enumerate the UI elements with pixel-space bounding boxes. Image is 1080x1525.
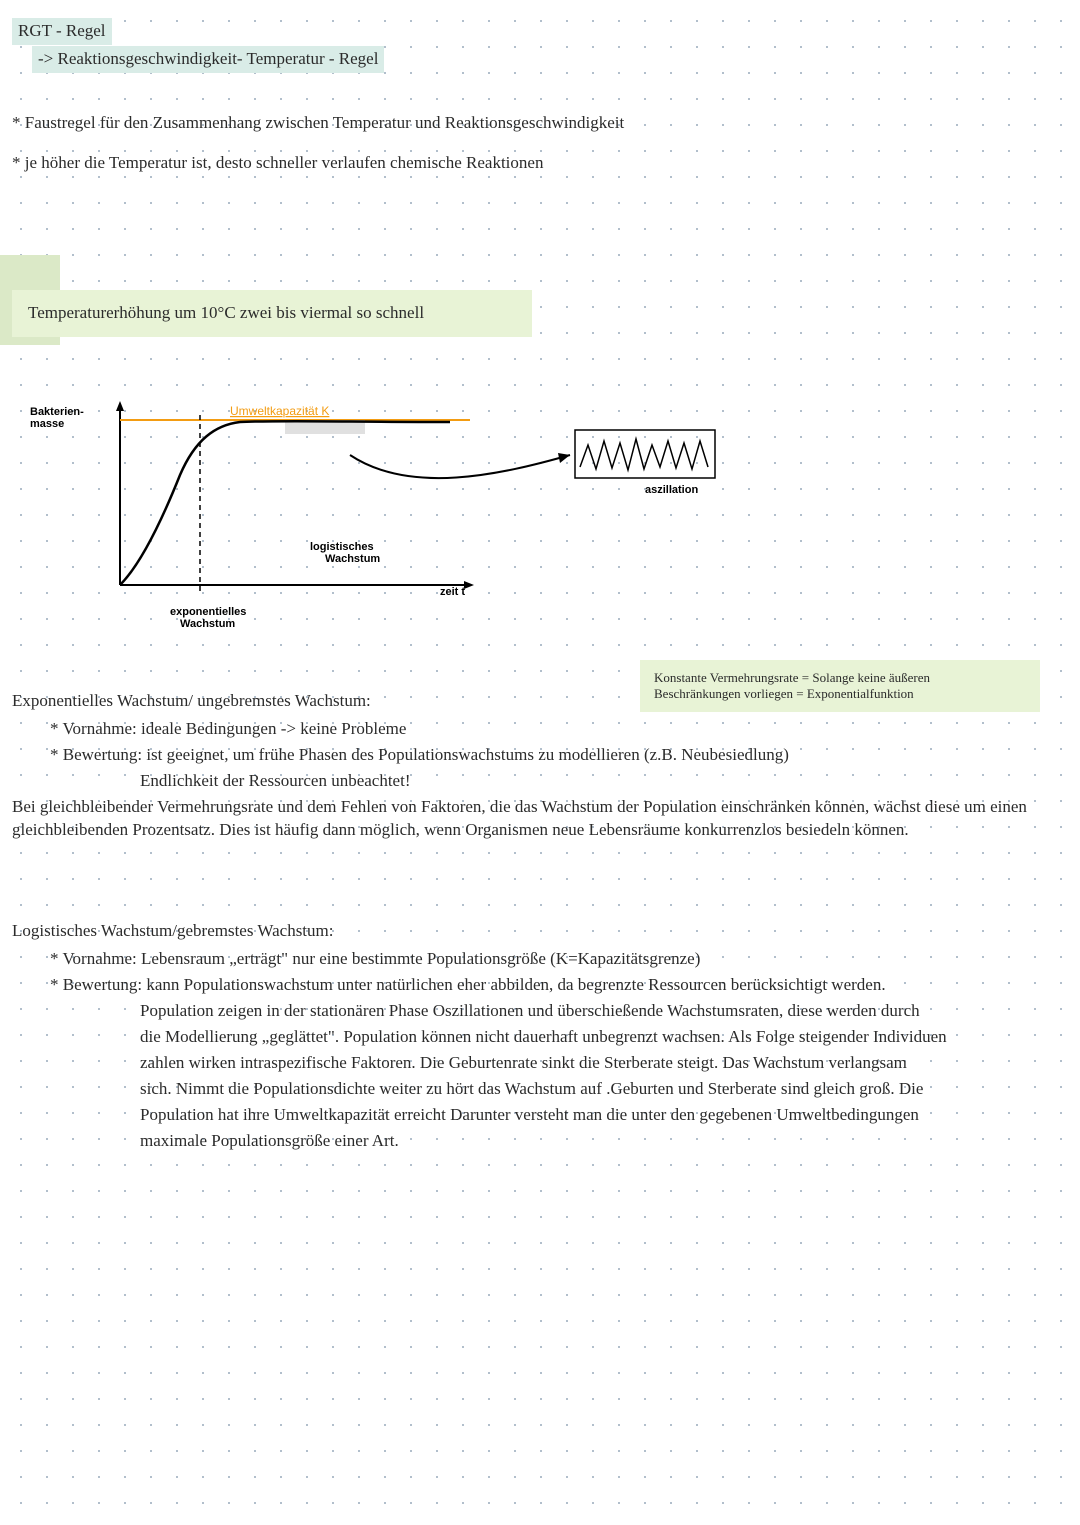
title: RGT - Regel [12, 18, 112, 45]
log-heading: Logistisches Wachstum/gebremstes Wachstu… [12, 920, 333, 943]
svg-text:zeit t: zeit t [440, 586, 465, 598]
log-p5: Population hat ihre Umweltkapazität erre… [140, 1104, 1060, 1127]
exp-b3: Endlichkeit der Ressourcen unbeachtet! [140, 770, 410, 793]
log-p4: sich. Nimmt die Populationsdichte weiter… [140, 1078, 1060, 1101]
exp-p: Bei gleichbleibender Vermehrungsrate und… [12, 796, 1062, 842]
svg-text:Bakterien-: Bakterien- [30, 406, 84, 418]
log-b2: * Bewertung: kann Populationswachstum un… [50, 974, 1050, 997]
intro-line1: * Faustregel für den Zusammenhang zwisch… [12, 112, 624, 135]
log-p2: die Modellierung „geglättet". Population… [140, 1026, 1060, 1049]
subtitle: -> Reaktionsgeschwindigkeit- Temperatur … [32, 46, 384, 73]
notebox-l2: Beschränkungen vorliegen = Exponentialfu… [654, 686, 1026, 702]
svg-text:Wachstum: Wachstum [180, 618, 235, 630]
intro-line2: * je höher die Temperatur ist, desto sch… [12, 152, 543, 175]
growth-chart: Bakterien- masse Umweltkapazität K logis… [30, 395, 770, 635]
svg-text:logistisches: logistisches [310, 541, 374, 553]
exp-b1: * Vornahme: ideale Bedingungen -> keine … [50, 718, 406, 741]
log-p3: zahlen wirken intraspezifische Faktoren.… [140, 1052, 1060, 1075]
svg-text:aszillation: aszillation [645, 484, 698, 496]
log-b1: * Vornahme: Lebensraum „erträgt" nur ein… [50, 948, 1050, 971]
log-p1: Population zeigen in der stationären Pha… [140, 1000, 1060, 1023]
svg-text:masse: masse [30, 418, 64, 430]
notebox-l1: Konstante Vermehrungsrate = Solange kein… [654, 670, 1026, 686]
capacity-label: Umweltkapazität K [230, 404, 329, 418]
svg-text:exponentielles: exponentielles [170, 606, 246, 618]
svg-text:Wachstum: Wachstum [325, 553, 380, 565]
exp-b2: * Bewertung: ist geeignet, um frühe Phas… [50, 744, 1050, 767]
temp-box: Temperaturerhöhung um 10°C zwei bis vier… [12, 290, 532, 337]
log-p6: maximale Populationsgröße einer Art. [140, 1130, 1060, 1153]
exp-heading: Exponentielles Wachstum/ ungebremstes Wa… [12, 690, 371, 713]
